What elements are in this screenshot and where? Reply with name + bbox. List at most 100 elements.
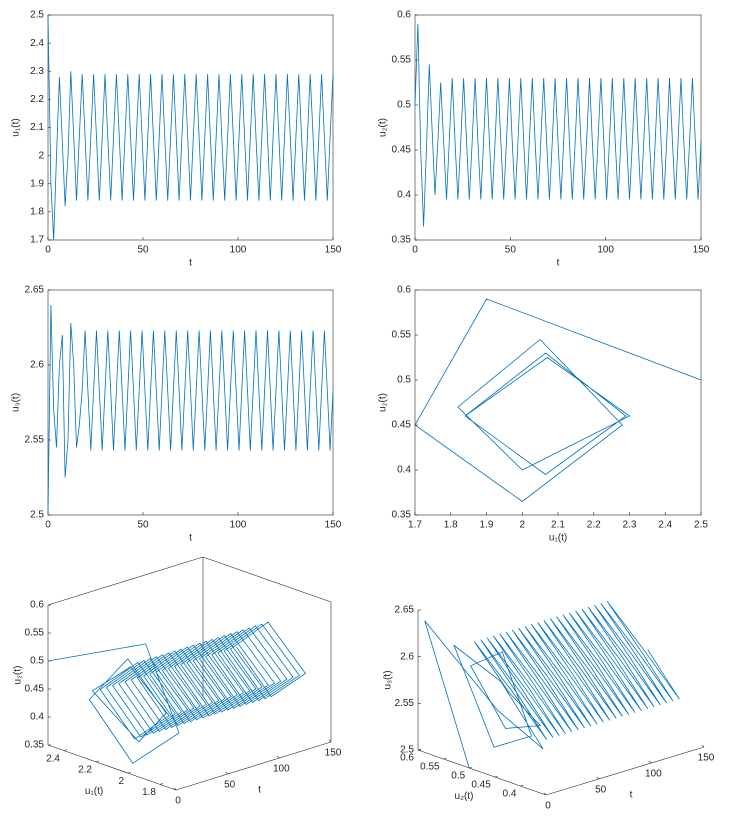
x-tick — [173, 787, 177, 791]
z-tick-label: 0.4 — [30, 712, 44, 723]
y-tick-label: 2.5 — [30, 510, 44, 521]
y-axis-label: u₂(t) — [378, 393, 389, 412]
x-tick — [543, 792, 547, 796]
x-tick-label: 2.2 — [587, 520, 601, 531]
data-line — [414, 298, 702, 502]
box-edge — [47, 556, 204, 606]
y-tick-label: 2.4 — [46, 753, 60, 764]
x-tick-label: 0 — [545, 801, 551, 812]
x-tick-label: 1.7 — [408, 520, 422, 531]
x-tick-label: 150 — [325, 245, 342, 256]
x-tick-label: 2.1 — [551, 520, 565, 531]
z-tick-label: 2.55 — [395, 698, 415, 709]
axes-box — [47, 289, 334, 516]
y-axis-label: u₃(t) — [11, 393, 22, 412]
x-tick-label: 0 — [45, 245, 51, 256]
x-tick-label: 1.9 — [480, 520, 494, 531]
x-axis-label: u₁(t) — [549, 533, 567, 544]
z-tick-label: 0.45 — [25, 684, 45, 695]
y-tick-label: 2.3 — [30, 66, 44, 77]
y-tick — [520, 784, 524, 787]
z-tick-label: 0.55 — [25, 628, 45, 639]
x-tick-label: 150 — [325, 748, 342, 759]
x-axis-label: t — [189, 533, 192, 544]
x-tick — [701, 744, 705, 748]
x-tick-label: 2.5 — [694, 520, 708, 531]
x-tick-label: 0 — [175, 796, 181, 807]
x-tick-label: 50 — [595, 785, 607, 796]
y-axis-label: u₂(t) — [455, 791, 474, 802]
y-tick-label: 0.5 — [451, 771, 465, 782]
x-tick-label: 100 — [230, 245, 247, 256]
x-tick — [649, 760, 652, 764]
y-tick-label: 0.55 — [392, 330, 412, 341]
x-tick-label: 50 — [137, 520, 149, 531]
data-line — [47, 621, 307, 764]
y-tick — [63, 749, 68, 751]
y-tick-label: 2.65 — [25, 285, 45, 296]
y-tick-label: 0.35 — [392, 510, 412, 521]
y-tick-label: 2.55 — [25, 435, 45, 446]
data-line — [47, 14, 334, 241]
z-tick-label: 0.6 — [30, 600, 44, 611]
x-tick-label: 50 — [505, 245, 517, 256]
x-tick-label: 150 — [698, 753, 715, 764]
y-axis-label: u₁(t) — [11, 118, 22, 136]
x-axis-label: t — [630, 790, 633, 801]
x-axis — [175, 741, 332, 791]
y-tick-label: 2.4 — [30, 38, 44, 49]
z-axis-label: u₂(t) — [13, 666, 24, 685]
y-tick-label: 0.6 — [400, 753, 414, 764]
y-tick — [159, 783, 164, 785]
x-tick — [225, 771, 228, 775]
y-tick-label: 1.8 — [142, 787, 156, 798]
x-tick — [596, 776, 599, 780]
x-tick-label: 0 — [412, 245, 418, 256]
y-tick-label: 0.35 — [392, 235, 412, 246]
y-tick-label: 1.9 — [30, 178, 44, 189]
y-axis — [47, 744, 177, 791]
y-tick-label: 0.4 — [397, 190, 411, 201]
y-tick-label: 0.4 — [397, 465, 411, 476]
y-tick — [127, 771, 132, 774]
x-tick-label: 50 — [224, 780, 236, 791]
y-tick-label: 0.45 — [392, 145, 412, 156]
x-tick — [277, 755, 280, 759]
x-tick — [328, 739, 332, 743]
y-tick-label: 0.55 — [392, 55, 412, 66]
x-axis-label: t — [557, 258, 560, 269]
y-tick-label: 0.5 — [397, 100, 411, 111]
y-axis-label: u₁(t) — [85, 786, 103, 797]
x-tick-label: 2.4 — [658, 520, 672, 531]
z-tick-label: 2.6 — [400, 651, 414, 662]
y-tick-label: 2.1 — [30, 122, 44, 133]
data-line — [424, 600, 680, 769]
y-tick-label: 2.6 — [30, 360, 44, 371]
y-tick-label: 0.6 — [397, 10, 411, 21]
y-tick-label: 0.4 — [502, 789, 516, 800]
x-tick-label: 2.3 — [623, 520, 637, 531]
z-tick-label: 0.5 — [30, 656, 44, 667]
x-tick-label: 1.8 — [444, 520, 458, 531]
y-tick — [443, 757, 447, 760]
y-axis-label: u₂(t) — [378, 118, 389, 137]
y-tick-label: 2 — [118, 776, 124, 787]
x-tick-label: 100 — [645, 769, 662, 780]
data-line — [414, 23, 702, 227]
y-tick — [95, 760, 100, 763]
axes-box — [414, 14, 702, 241]
axes-box — [414, 289, 702, 516]
z-tick-label: 2.5 — [400, 745, 414, 756]
box-edge — [202, 556, 332, 603]
y-tick — [469, 766, 473, 769]
x-axis — [545, 746, 705, 796]
x-tick-label: 100 — [597, 245, 614, 256]
y-tick-label: 0.5 — [397, 375, 411, 386]
y-tick-label: 2.2 — [78, 765, 92, 776]
z-tick-label: 0.35 — [25, 740, 45, 751]
z-axis-label: u₃(t) — [383, 670, 394, 689]
y-tick — [494, 775, 498, 778]
x-tick-label: 150 — [693, 245, 710, 256]
y-tick-label: 1.7 — [30, 235, 44, 246]
